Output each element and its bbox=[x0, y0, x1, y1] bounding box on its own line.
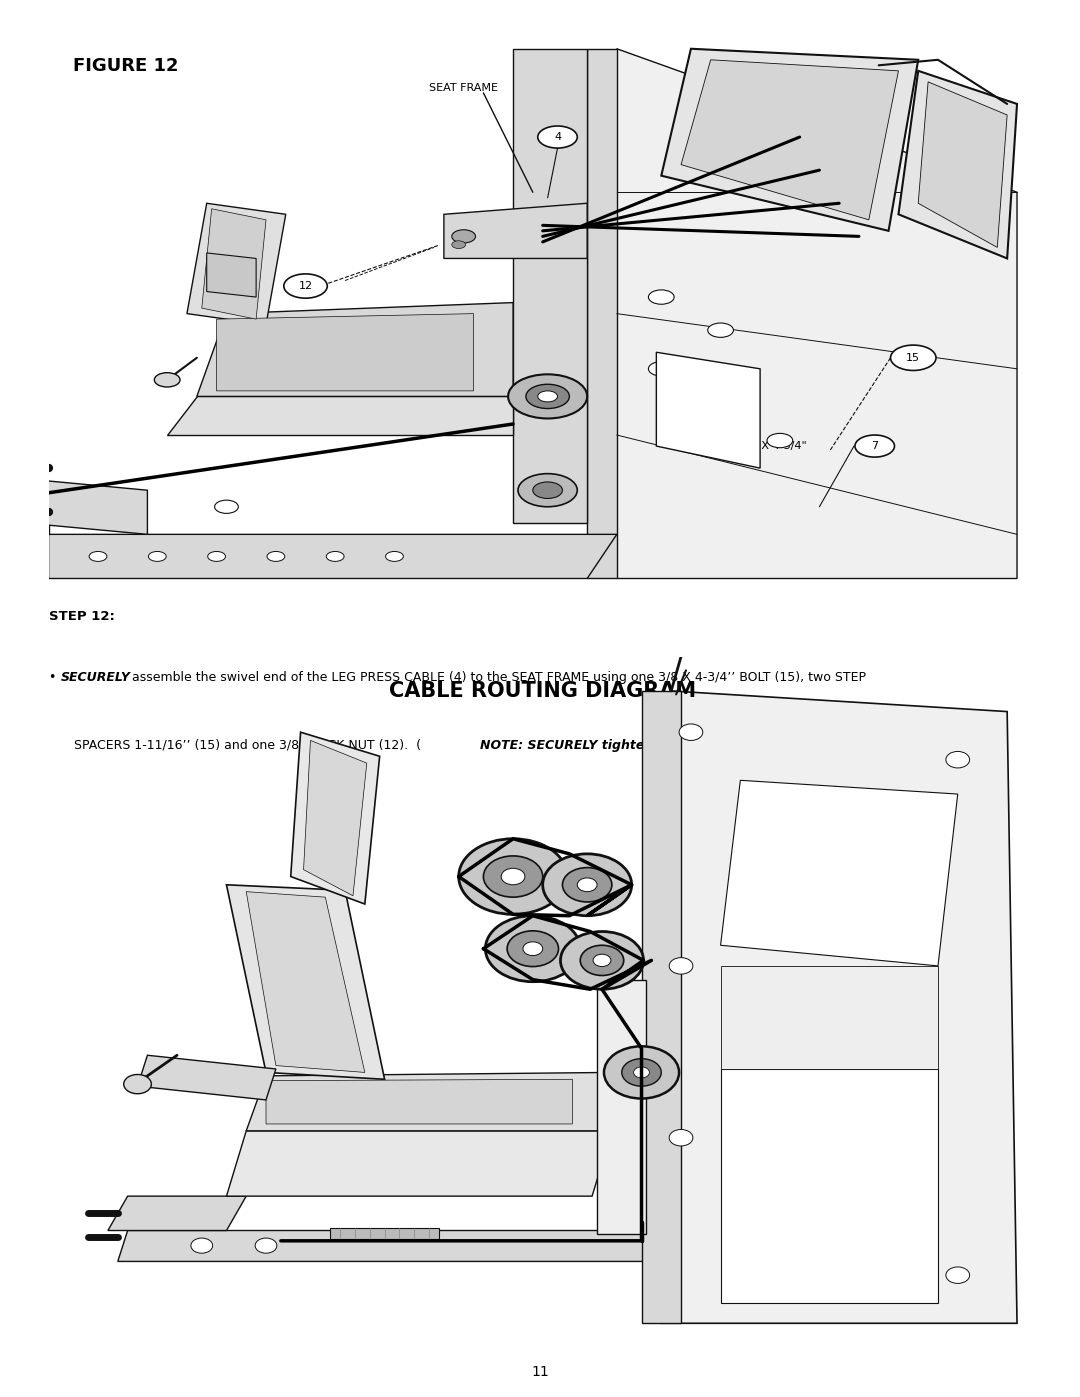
Circle shape bbox=[538, 391, 557, 402]
Circle shape bbox=[90, 552, 107, 562]
Circle shape bbox=[508, 930, 558, 967]
Text: 15: 15 bbox=[906, 353, 920, 363]
Circle shape bbox=[451, 229, 475, 243]
Circle shape bbox=[255, 1238, 276, 1253]
Circle shape bbox=[267, 552, 285, 562]
Text: STEP 12:: STEP 12: bbox=[49, 610, 114, 623]
Circle shape bbox=[451, 240, 465, 249]
Polygon shape bbox=[330, 1228, 438, 1239]
Polygon shape bbox=[108, 1196, 246, 1231]
Text: SECURELY: SECURELY bbox=[60, 671, 131, 685]
Circle shape bbox=[767, 433, 793, 447]
Circle shape bbox=[707, 401, 733, 415]
Polygon shape bbox=[720, 965, 939, 1069]
Text: CABLE ROUTING DIAGRAM: CABLE ROUTING DIAGRAM bbox=[389, 680, 697, 701]
Circle shape bbox=[148, 552, 166, 562]
Circle shape bbox=[604, 1046, 679, 1098]
Polygon shape bbox=[29, 479, 147, 535]
Polygon shape bbox=[206, 253, 256, 298]
Polygon shape bbox=[642, 692, 681, 1323]
Text: 7: 7 bbox=[872, 441, 878, 451]
Circle shape bbox=[538, 126, 578, 148]
Circle shape bbox=[207, 552, 226, 562]
Polygon shape bbox=[167, 397, 513, 434]
Circle shape bbox=[670, 957, 693, 974]
Circle shape bbox=[124, 1074, 151, 1094]
Circle shape bbox=[484, 856, 543, 897]
Polygon shape bbox=[899, 71, 1017, 258]
Text: 11: 11 bbox=[531, 1365, 549, 1379]
Text: NOTE: SECURELY tighten, then back nut off 1/4 turn: NOTE: SECURELY tighten, then back nut of… bbox=[481, 739, 846, 752]
Polygon shape bbox=[617, 49, 1017, 578]
Circle shape bbox=[543, 854, 632, 915]
Text: FIGURE 12: FIGURE 12 bbox=[73, 57, 179, 75]
Circle shape bbox=[946, 752, 970, 768]
Polygon shape bbox=[266, 1080, 572, 1125]
Polygon shape bbox=[217, 314, 473, 391]
Text: SEAT FRAME: SEAT FRAME bbox=[429, 82, 498, 92]
Circle shape bbox=[946, 1267, 970, 1284]
Circle shape bbox=[634, 1067, 649, 1078]
Circle shape bbox=[526, 384, 569, 408]
Circle shape bbox=[648, 291, 674, 305]
Circle shape bbox=[855, 434, 894, 457]
Polygon shape bbox=[118, 1231, 661, 1261]
Circle shape bbox=[215, 500, 239, 513]
Circle shape bbox=[622, 1059, 661, 1087]
Polygon shape bbox=[246, 891, 365, 1073]
Circle shape bbox=[523, 942, 543, 956]
Polygon shape bbox=[661, 692, 1017, 1323]
Polygon shape bbox=[246, 1073, 612, 1130]
Circle shape bbox=[891, 345, 936, 370]
Text: assemble the swivel end of the LEG PRESS CABLE (4) to the SEAT FRAME using one 3: assemble the swivel end of the LEG PRESS… bbox=[127, 671, 866, 685]
Polygon shape bbox=[720, 1069, 939, 1302]
Polygon shape bbox=[513, 49, 588, 524]
Polygon shape bbox=[291, 732, 380, 904]
Circle shape bbox=[284, 274, 327, 298]
Circle shape bbox=[563, 868, 612, 902]
Text: SPACERS 1-11/16’’ (15) and one 3/8’’ LOCK NUT (12).  (: SPACERS 1-11/16’’ (15) and one 3/8’’ LOC… bbox=[75, 739, 421, 752]
Circle shape bbox=[580, 946, 624, 975]
Circle shape bbox=[508, 374, 588, 419]
Polygon shape bbox=[444, 204, 588, 258]
Circle shape bbox=[154, 373, 180, 387]
Circle shape bbox=[670, 1129, 693, 1146]
Circle shape bbox=[326, 552, 345, 562]
Circle shape bbox=[191, 1238, 213, 1253]
Circle shape bbox=[386, 552, 403, 562]
Polygon shape bbox=[918, 82, 1008, 247]
Circle shape bbox=[501, 869, 525, 884]
Polygon shape bbox=[202, 208, 266, 319]
Polygon shape bbox=[49, 535, 617, 578]
Circle shape bbox=[707, 323, 733, 337]
Polygon shape bbox=[197, 303, 513, 397]
Circle shape bbox=[485, 915, 580, 982]
Text: •: • bbox=[49, 671, 56, 685]
Polygon shape bbox=[187, 204, 286, 324]
Circle shape bbox=[679, 724, 703, 740]
Text: 4: 4 bbox=[554, 133, 562, 142]
Circle shape bbox=[518, 474, 578, 507]
Polygon shape bbox=[29, 490, 49, 535]
Polygon shape bbox=[597, 979, 647, 1234]
Text: ): ) bbox=[868, 739, 874, 752]
Text: 12: 12 bbox=[298, 281, 312, 291]
Circle shape bbox=[578, 877, 597, 891]
Circle shape bbox=[459, 838, 567, 914]
Polygon shape bbox=[681, 60, 899, 219]
Polygon shape bbox=[227, 1130, 612, 1196]
Polygon shape bbox=[588, 49, 617, 578]
Circle shape bbox=[532, 482, 563, 499]
Polygon shape bbox=[720, 781, 958, 965]
Circle shape bbox=[561, 932, 644, 989]
Polygon shape bbox=[661, 49, 918, 231]
Circle shape bbox=[593, 954, 611, 967]
Polygon shape bbox=[303, 740, 367, 895]
Circle shape bbox=[648, 362, 674, 376]
Text: 3/8 X 4-3/4": 3/8 X 4-3/4" bbox=[741, 441, 807, 451]
Polygon shape bbox=[137, 1055, 275, 1099]
Polygon shape bbox=[227, 884, 384, 1080]
Polygon shape bbox=[657, 352, 760, 468]
